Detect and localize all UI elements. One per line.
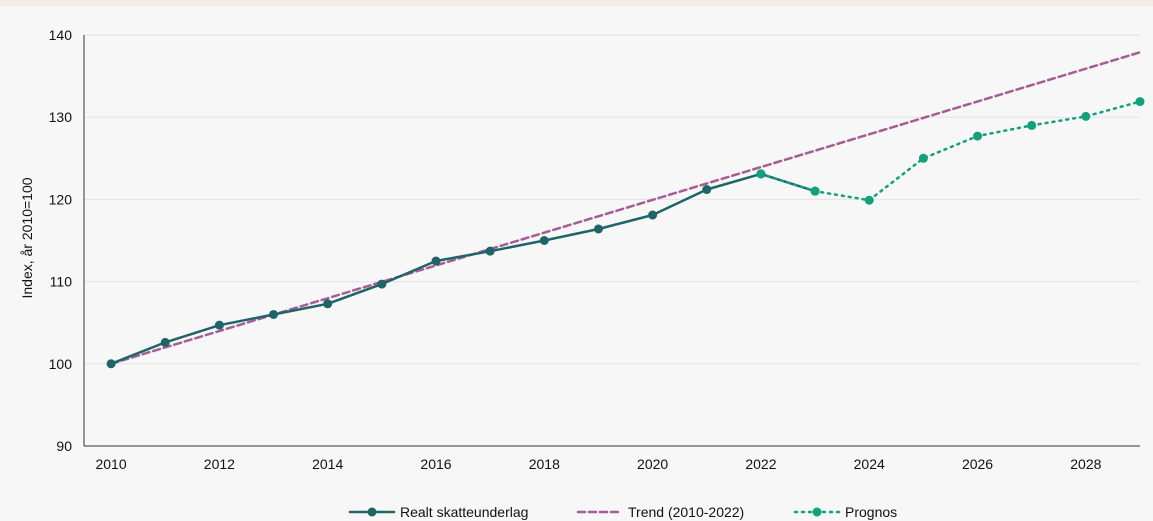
x-tick-label-2020: 2020 [637, 456, 668, 472]
data-point-0-2019 [593, 224, 603, 234]
data-point-2-2024 [864, 195, 874, 205]
legend-item-1: Trend (2010-2022) [576, 504, 744, 520]
legend-label-1: Trend (2010-2022) [628, 504, 744, 520]
data-point-0-2018 [539, 236, 549, 245]
data-point-0-2017 [485, 246, 495, 256]
data-point-0-2016 [431, 256, 441, 266]
legend-item-2: Prognos [793, 504, 897, 520]
x-tick-label-2010: 2010 [95, 456, 126, 472]
grid-lines [84, 34, 1140, 365]
series-line-2 [759, 100, 1142, 202]
top-border-strip [0, 0, 1153, 6]
y-tick-label-140: 140 [49, 27, 73, 43]
legend-label-2: Prognos [845, 504, 897, 520]
legend-label-0: Realt skatteunderlag [400, 504, 528, 520]
x-tick-label-2012: 2012 [204, 456, 235, 472]
data-point-0-2015 [377, 279, 387, 289]
series-line-0 [109, 172, 817, 366]
series-lines [109, 51, 1142, 366]
legend-marker-0 [367, 507, 377, 517]
legend-marker-2 [812, 507, 822, 517]
x-tick-label-2024: 2024 [854, 456, 885, 472]
y-tick-label-90: 90 [56, 438, 72, 454]
y-axis-title: Index, år 2010=100 [19, 177, 35, 298]
data-point-2-2029 [1135, 97, 1145, 107]
data-point-2-2028 [1081, 111, 1091, 121]
x-tick-label-2018: 2018 [529, 456, 560, 472]
data-point-2-2026 [973, 131, 983, 141]
data-point-0-2020 [648, 210, 658, 220]
data-point-0-2010 [106, 359, 116, 369]
x-tick-label-2016: 2016 [420, 456, 451, 472]
x-tick-label-2022: 2022 [745, 456, 776, 472]
data-point-2-2027 [1027, 120, 1037, 130]
y-tick-label-120: 120 [49, 191, 73, 207]
x-tick-label-2028: 2028 [1070, 456, 1101, 472]
y-tick-label-110: 110 [50, 274, 73, 290]
legend-item-0: Realt skatteunderlag [348, 504, 528, 520]
data-point-0-2021 [702, 185, 712, 195]
y-tick-label-100: 100 [49, 356, 73, 372]
data-point-0-2011 [160, 337, 170, 347]
legend: Realt skatteunderlag Trend (2010-2022) Pro… [348, 504, 897, 520]
axes [83, 35, 1140, 447]
data-point-0-2013 [269, 309, 279, 319]
data-point-0-2014 [323, 299, 333, 309]
data-point-2-2025 [918, 153, 928, 163]
data-point-2-2022 [756, 169, 766, 179]
data-point-2-2023 [810, 186, 820, 196]
tick-labels: 90 100 110 120 130 140 2010 2012 2014 2016 2018 202… [49, 27, 1102, 472]
series-markers [106, 97, 1145, 369]
x-tick-label-2026: 2026 [962, 456, 993, 472]
x-tick-label-2014: 2014 [312, 456, 343, 472]
data-point-0-2012 [214, 320, 224, 330]
y-tick-label-130: 130 [49, 109, 73, 125]
